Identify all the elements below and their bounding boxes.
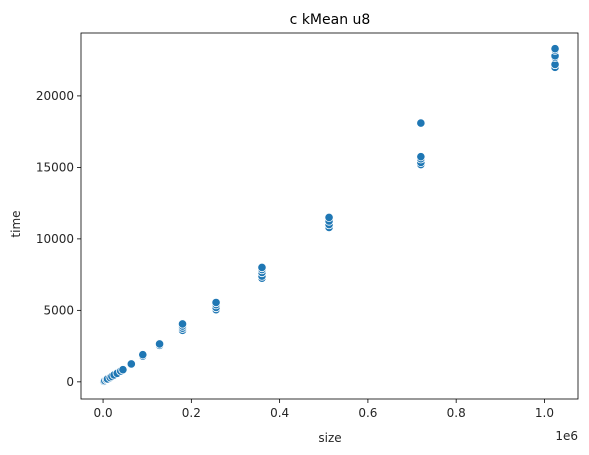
axes-frame — [80, 32, 579, 400]
x-offset-label: 1e6 — [555, 429, 578, 443]
plot-area: 0.0 0.2 0.4 0.6 0.8 1.0 0 5000 10000 15000 20000 — [36, 32, 579, 420]
x-tick-label: 0.6 — [358, 406, 377, 420]
data-point — [416, 152, 426, 162]
x-tick-label: 1.0 — [535, 406, 554, 420]
y-tick-label: 15000 — [36, 160, 74, 174]
y-tick-label: 20000 — [36, 89, 74, 103]
data-point — [324, 212, 334, 223]
data-point — [550, 44, 560, 54]
data-point — [154, 339, 165, 349]
x-tick-label: 0.4 — [270, 406, 289, 420]
y-tick-label: 10000 — [36, 232, 74, 246]
x-tick-label: 0.8 — [447, 406, 466, 420]
data-point — [177, 319, 188, 329]
x-tick-label: 0.2 — [182, 406, 201, 420]
data-point — [126, 359, 136, 369]
y-tick-label: 5000 — [43, 303, 74, 317]
data-point — [416, 118, 426, 128]
y-axis-label: time — [9, 210, 23, 237]
data-point — [257, 262, 267, 273]
x-tick-label: 0.0 — [94, 406, 113, 420]
data-point — [118, 365, 128, 375]
y-tick-label: 0 — [66, 375, 74, 389]
data-point — [138, 350, 148, 360]
data-point — [211, 297, 221, 308]
chart-title: c kMean u8 — [290, 12, 371, 28]
x-axis-label: size — [318, 431, 341, 445]
